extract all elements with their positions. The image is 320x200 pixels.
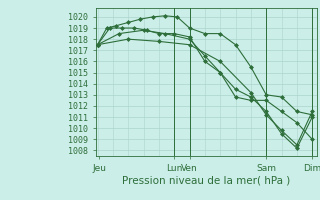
X-axis label: Pression niveau de la mer( hPa ): Pression niveau de la mer( hPa ) (122, 175, 291, 185)
